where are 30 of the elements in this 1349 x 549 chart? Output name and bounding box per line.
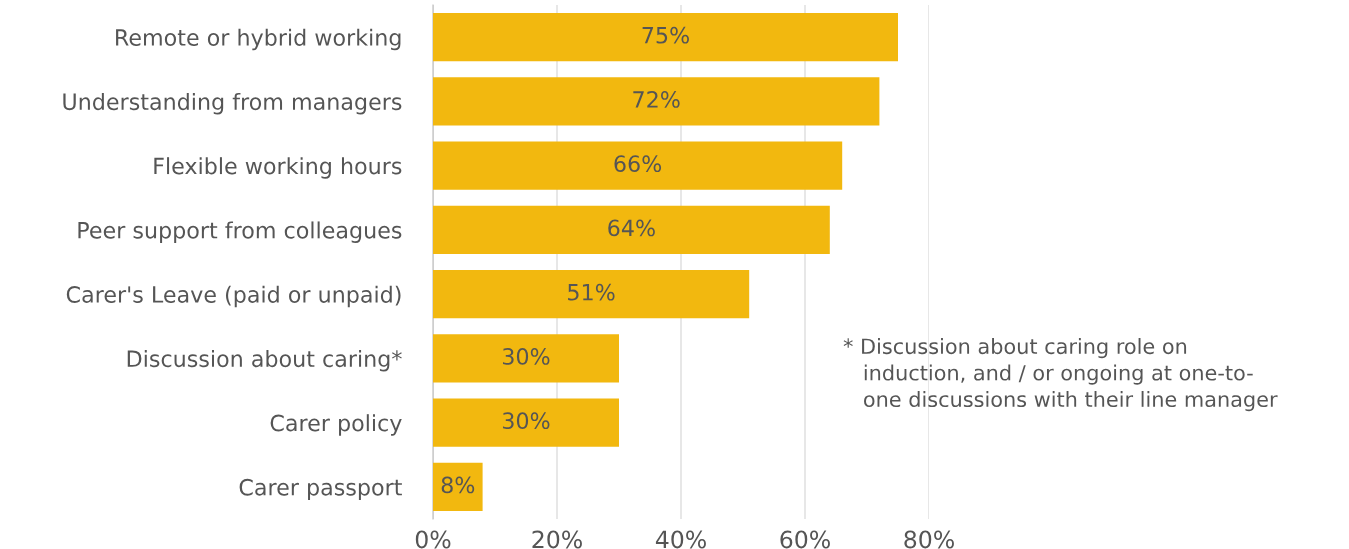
bar (433, 270, 750, 319)
y-tick-label: Flexible working hours (154, 157, 402, 179)
data-label: 51% (568, 283, 615, 301)
data-label: 72% (633, 91, 680, 108)
x-tick-label: 0% (415, 530, 451, 549)
y-tick-label: Understanding from managers (63, 92, 402, 115)
x-tick-label: 20% (532, 530, 582, 549)
data-label: 30% (503, 348, 550, 365)
bar (433, 205, 830, 254)
y-tick-label: Peer support from colleagues (78, 221, 402, 243)
y-tick-label: Carer policy (270, 414, 402, 436)
bar (433, 334, 619, 383)
y-tick-label: Carer's Leave (paid or unpaid) (66, 285, 401, 308)
y-tick-label: Discussion about caring* (127, 349, 402, 372)
data-label: 66% (614, 155, 662, 173)
data-label: 64% (608, 219, 655, 237)
bar (433, 77, 880, 126)
x-tick-label: 80% (904, 530, 954, 549)
bar (433, 141, 843, 190)
bar (433, 13, 898, 62)
y-tick-label: Carer passport (239, 478, 402, 500)
bar (433, 462, 483, 511)
x-tick-label: 60% (780, 530, 830, 549)
y-tick-label: Remote or hybrid working (116, 28, 401, 51)
data-label: 30% (503, 412, 550, 430)
data-label: 75% (642, 26, 689, 44)
x-tick-label: 40% (655, 530, 706, 549)
bar (433, 398, 619, 447)
data-label: 8% (441, 476, 475, 494)
annotation: * Discussion about caring role on induction, and / or ongoing at one-to- one discussions with their line manager (843, 338, 1278, 412)
